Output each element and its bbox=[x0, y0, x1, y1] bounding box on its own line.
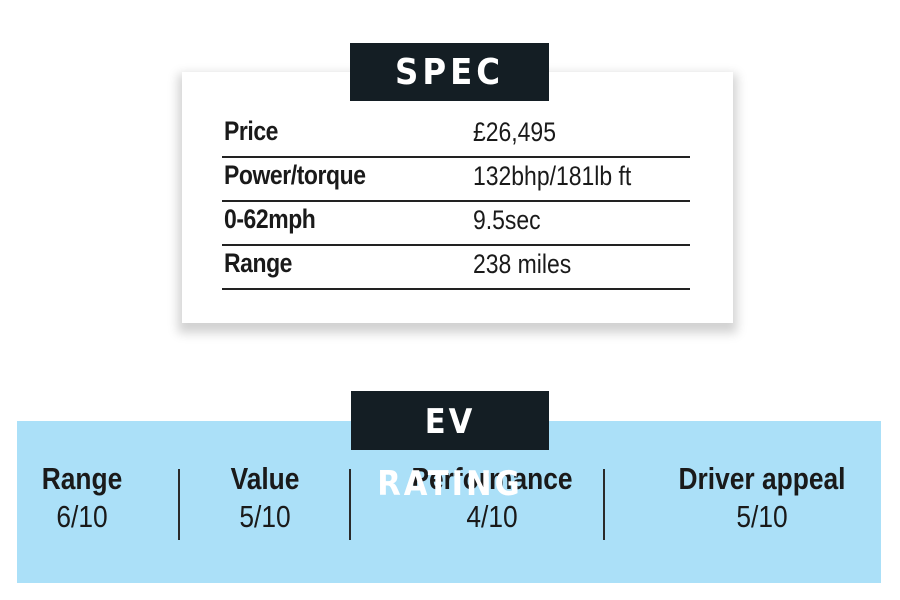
divider bbox=[603, 469, 605, 540]
rating-value: 4/10 bbox=[466, 499, 518, 534]
spec-table: Price £26,495 Power/torque 132bhp/181lb … bbox=[222, 114, 690, 290]
spec-row-acceleration: 0-62mph 9.5sec bbox=[222, 202, 690, 246]
spec-row-price: Price £26,495 bbox=[222, 114, 690, 158]
spec-title: SPEC bbox=[350, 43, 549, 101]
spec-value: 9.5sec bbox=[473, 205, 541, 235]
rating-item-performance: Performance 4/10 bbox=[367, 461, 617, 535]
rating-item-driver-appeal: Driver appeal 5/10 bbox=[617, 461, 900, 535]
rating-label: Value bbox=[230, 461, 300, 496]
divider bbox=[178, 469, 180, 540]
divider bbox=[349, 469, 351, 540]
rating-label: Range bbox=[41, 461, 123, 496]
rating-label: Performance bbox=[386, 461, 599, 497]
rating-label: Driver appeal bbox=[678, 461, 846, 496]
spec-label: 0-62mph bbox=[224, 204, 316, 234]
spec-value: £26,495 bbox=[473, 117, 556, 147]
spec-row-range: Range 238 miles bbox=[222, 246, 690, 290]
spec-label: Range bbox=[224, 248, 293, 278]
rating-item-value: Value 5/10 bbox=[197, 461, 333, 535]
rating-item-range: Range 6/10 bbox=[17, 461, 147, 535]
spec-row-power-torque: Power/torque 132bhp/181lb ft bbox=[222, 158, 690, 202]
rating-value: 5/10 bbox=[239, 499, 291, 534]
spec-label: Price bbox=[224, 116, 279, 146]
spec-card: Price £26,495 Power/torque 132bhp/181lb … bbox=[182, 72, 733, 323]
spec-label: Power/torque bbox=[224, 160, 366, 190]
spec-value: 132bhp/181lb ft bbox=[473, 161, 632, 191]
ev-rating-title: EV RATING bbox=[351, 391, 549, 504]
rating-value: 6/10 bbox=[56, 499, 108, 534]
spec-value: 238 miles bbox=[473, 249, 572, 279]
rating-value: 5/10 bbox=[736, 499, 788, 534]
